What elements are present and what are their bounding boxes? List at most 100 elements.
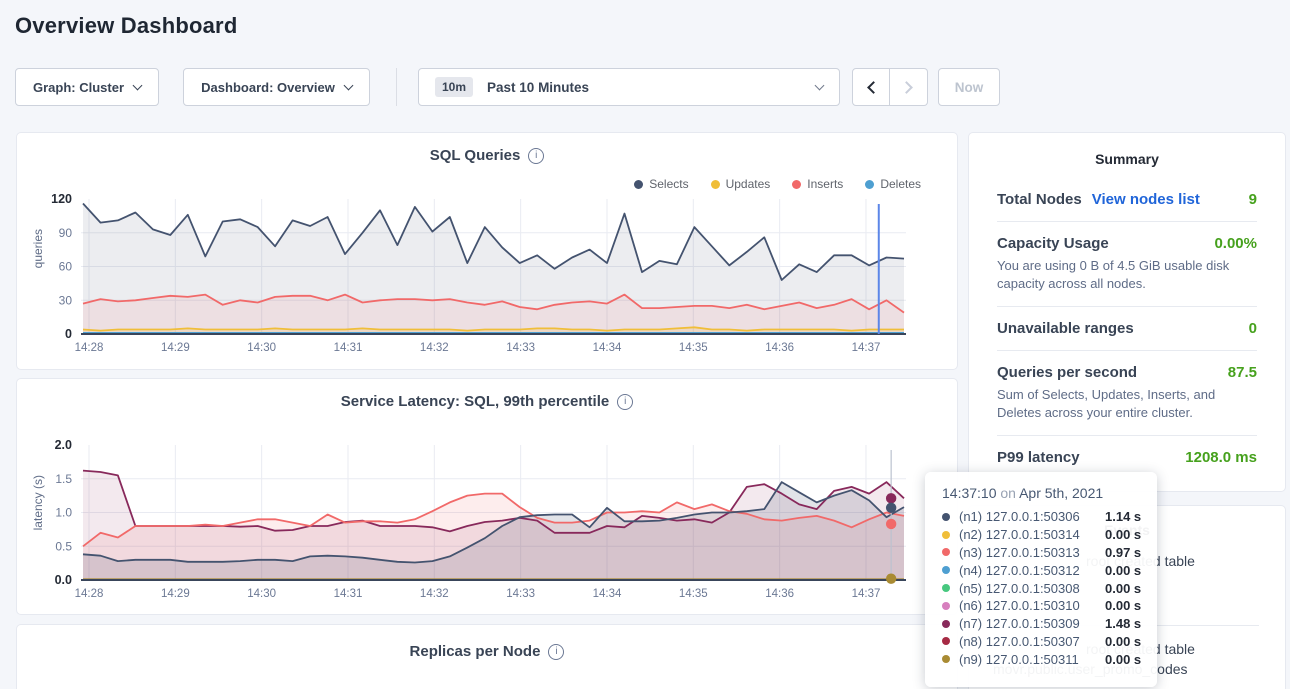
svg-text:14:30: 14:30	[247, 342, 276, 354]
series-color-dot	[634, 180, 643, 189]
tooltip-node-value: 0.97 s	[1105, 545, 1141, 560]
tooltip-node-value: 0.00 s	[1105, 598, 1141, 613]
tooltip-node-value: 1.48 s	[1105, 616, 1141, 631]
summary-metric-qps: Queries per second 87.5	[997, 364, 1257, 381]
tooltip-node-row: (n3) 127.0.0.1:503130.97 s	[942, 544, 1157, 562]
tooltip-node-row: (n6) 127.0.0.1:503100.00 s	[942, 597, 1157, 615]
legend-item[interactable]: Selects	[634, 177, 688, 191]
metric-label: Capacity Usage	[997, 235, 1109, 252]
series-color-dot	[792, 180, 801, 189]
svg-text:120: 120	[51, 192, 72, 206]
tooltip-node-label: (n2) 127.0.0.1:50314	[959, 527, 1105, 542]
dashboard-controls: Graph: Cluster Dashboard: Overview 10m P…	[0, 68, 1290, 106]
svg-text:14:28: 14:28	[75, 342, 104, 354]
replicas-per-node-card: Replicas per Node i	[16, 624, 958, 689]
metric-value: 0	[1249, 320, 1257, 337]
series-color-dot	[942, 566, 950, 574]
view-nodes-list-link[interactable]: View nodes list	[1092, 191, 1200, 208]
series-color-dot	[711, 180, 720, 189]
tooltip-node-label: (n6) 127.0.0.1:50310	[959, 598, 1105, 613]
svg-text:0: 0	[65, 327, 72, 341]
summary-metric-unavailable-ranges: Unavailable ranges 0	[997, 320, 1257, 337]
legend-label: Inserts	[807, 177, 843, 191]
divider	[997, 435, 1257, 436]
legend-item[interactable]: Deletes	[865, 177, 921, 191]
metric-value: 87.5	[1228, 364, 1257, 381]
legend-item[interactable]: Inserts	[792, 177, 843, 191]
dashboard-dropdown[interactable]: Dashboard: Overview	[183, 68, 370, 106]
svg-text:14:35: 14:35	[679, 342, 708, 354]
tooltip-node-value: 0.00 s	[1105, 581, 1141, 596]
graph-scope-dropdown[interactable]: Graph: Cluster	[15, 68, 159, 106]
svg-text:1.5: 1.5	[55, 472, 72, 486]
svg-text:14:33: 14:33	[506, 342, 535, 354]
series-color-dot	[942, 620, 950, 628]
time-range-selector[interactable]: 10m Past 10 Minutes	[418, 68, 840, 106]
info-icon[interactable]: i	[548, 644, 564, 660]
chart-title: Service Latency: SQL, 99th percentile	[341, 393, 609, 410]
metric-label: Total Nodes	[997, 191, 1082, 208]
summary-panel: Summary Total Nodes View nodes list 9 Ca…	[968, 132, 1286, 492]
divider	[396, 68, 397, 106]
tooltip-node-row: (n9) 127.0.0.1:503110.00 s	[942, 650, 1157, 668]
metric-value: 0.00%	[1214, 235, 1257, 252]
tooltip-node-label: (n8) 127.0.0.1:50307	[959, 634, 1105, 649]
service-latency-chart[interactable]: 14:2814:2914:3014:3114:3214:3314:3414:35…	[17, 437, 959, 613]
svg-text:14:32: 14:32	[420, 588, 449, 600]
tooltip-rows: (n1) 127.0.0.1:503061.14 s(n2) 127.0.0.1…	[942, 508, 1157, 668]
tooltip-node-row: (n1) 127.0.0.1:503061.14 s	[942, 508, 1157, 526]
svg-text:14:28: 14:28	[75, 588, 104, 600]
svg-text:14:35: 14:35	[679, 588, 708, 600]
page-title: Overview Dashboard	[15, 13, 237, 39]
metric-value: 1208.0 ms	[1185, 449, 1257, 466]
metric-label: Unavailable ranges	[997, 320, 1134, 337]
tooltip-node-value: 0.00 s	[1105, 634, 1141, 649]
svg-text:30: 30	[59, 293, 73, 307]
time-range-label: Past 10 Minutes	[487, 80, 589, 95]
chevron-left-icon	[867, 81, 880, 94]
svg-text:1.0: 1.0	[55, 506, 72, 520]
tooltip-node-label: (n5) 127.0.0.1:50308	[959, 581, 1105, 596]
series-color-dot	[942, 584, 950, 592]
metric-note: You are using 0 B of 4.5 GiB usable disk…	[997, 257, 1261, 293]
info-icon[interactable]: i	[617, 394, 633, 410]
overview-dashboard-page: Overview Dashboard Graph: Cluster Dashbo…	[0, 0, 1290, 689]
tooltip-node-label: (n7) 127.0.0.1:50309	[959, 616, 1105, 631]
time-forward-button[interactable]	[890, 68, 928, 106]
chevron-right-icon	[900, 81, 913, 94]
tooltip-timestamp: 14:37:10 on Apr 5th, 2021	[942, 485, 1157, 501]
svg-text:0.5: 0.5	[55, 539, 72, 553]
svg-text:14:31: 14:31	[334, 342, 363, 354]
tooltip-node-label: (n3) 127.0.0.1:50313	[959, 545, 1105, 560]
svg-text:14:31: 14:31	[334, 588, 363, 600]
tooltip-node-row: (n7) 127.0.0.1:503091.48 s	[942, 615, 1157, 633]
svg-text:2.0: 2.0	[55, 438, 72, 452]
time-back-button[interactable]	[852, 68, 890, 106]
tooltip-node-value: 0.00 s	[1105, 527, 1141, 542]
sql-queries-chart[interactable]: 14:2814:2914:3014:3114:3214:3314:3414:35…	[17, 191, 959, 367]
legend-item[interactable]: Updates	[711, 177, 771, 191]
chart-legend: Selects Updates Inserts Deletes	[634, 177, 921, 191]
summary-metric-p99-latency: P99 latency 1208.0 ms	[997, 449, 1257, 466]
tooltip-node-row: (n5) 127.0.0.1:503080.00 s	[942, 579, 1157, 597]
info-icon[interactable]: i	[528, 148, 544, 164]
chart-hover-tooltip: 14:37:10 on Apr 5th, 2021 (n1) 127.0.0.1…	[925, 472, 1157, 687]
svg-text:14:33: 14:33	[506, 588, 535, 600]
metric-label: P99 latency	[997, 449, 1080, 466]
now-button[interactable]: Now	[938, 68, 1000, 106]
legend-label: Deletes	[880, 177, 921, 191]
series-color-dot	[865, 180, 874, 189]
summary-metric-capacity: Capacity Usage 0.00%	[997, 235, 1257, 252]
svg-text:14:37: 14:37	[852, 342, 881, 354]
svg-text:90: 90	[59, 226, 73, 240]
metric-label: Queries per second	[997, 364, 1137, 381]
tooltip-node-label: (n9) 127.0.0.1:50311	[959, 652, 1105, 667]
time-range-badge: 10m	[435, 77, 473, 97]
divider	[997, 350, 1257, 351]
tooltip-node-value: 0.00 s	[1105, 652, 1141, 667]
svg-text:14:36: 14:36	[765, 342, 794, 354]
chart-title: Replicas per Node	[410, 643, 541, 660]
svg-text:0.0: 0.0	[55, 573, 72, 587]
series-color-dot	[942, 531, 950, 539]
tooltip-node-label: (n4) 127.0.0.1:50312	[959, 563, 1105, 578]
